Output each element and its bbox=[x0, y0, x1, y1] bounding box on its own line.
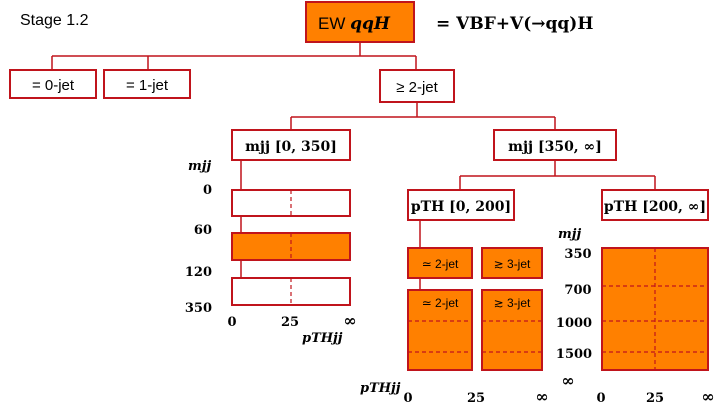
mid-pt-tick-25: 25 bbox=[467, 391, 485, 406]
connector-two-jet bbox=[290, 102, 556, 130]
left-mjj-tick-350: 350 bbox=[185, 301, 212, 316]
zero-jet-box bbox=[9, 69, 97, 99]
mid-pt-tick-inf: ∞ bbox=[535, 387, 548, 406]
mjj-low-box bbox=[231, 129, 351, 161]
mjj-low-label: mjj [0, 350] bbox=[245, 139, 337, 155]
left-pt-tick-inf: ∞ bbox=[343, 311, 356, 330]
pth-low-box bbox=[407, 189, 515, 221]
mjj-high-box bbox=[493, 129, 617, 161]
root-box bbox=[305, 1, 415, 43]
mid-mjj-dividers bbox=[408, 320, 542, 353]
two-jet-box-a bbox=[407, 247, 473, 279]
three-jet-box-b bbox=[481, 289, 543, 371]
three-jet-label-a: ≳ 3-jet bbox=[494, 257, 531, 271]
two-jet-label-b: ≃ 2-jet bbox=[422, 296, 459, 310]
left-pt-axis-title: pTHjj bbox=[302, 331, 343, 346]
right-mjj-tick-700: 700 bbox=[564, 283, 591, 298]
mid-pt-axis-title: pTHjj bbox=[360, 381, 401, 396]
right-mjj-tick-1500: 1500 bbox=[556, 347, 592, 362]
root-label-prefix: EW bbox=[318, 14, 350, 33]
pth-high-box bbox=[601, 189, 709, 221]
stage-label: Stage 1.2 bbox=[20, 12, 89, 29]
left-pt-tick-0: 0 bbox=[227, 315, 236, 330]
left-mjj-tick-0: 0 bbox=[203, 183, 212, 198]
right-pt-tick-inf: ∞ bbox=[701, 387, 714, 406]
connector-root bbox=[51, 42, 417, 70]
right-pt-tick-25: 25 bbox=[646, 391, 664, 406]
mjj-high-label: mjj [350, ∞] bbox=[508, 139, 602, 155]
root-definition: = VBF+V(→qq)H bbox=[436, 14, 593, 34]
two-jet-label-a: ≃ 2-jet bbox=[422, 257, 459, 271]
right-mjj-axis-title: mjj bbox=[558, 227, 581, 242]
right-pt-tick-0: 0 bbox=[596, 391, 605, 406]
one-jet-box bbox=[103, 69, 191, 99]
mid-pt-tick-0: 0 bbox=[403, 391, 412, 406]
pth-high-label: pTH [200, ∞] bbox=[604, 199, 706, 215]
two-jet-box bbox=[379, 69, 455, 103]
left-mjj-tick-60: 60 bbox=[194, 223, 212, 238]
one-jet-label: = 1-jet bbox=[126, 77, 169, 94]
pth-low-label: pTH [0, 200] bbox=[411, 199, 511, 215]
root-label-math: qqH bbox=[350, 14, 391, 34]
right-mjj-tick-inf: ∞ bbox=[561, 371, 574, 390]
right-mjj-tick-1000: 1000 bbox=[556, 316, 592, 331]
two-jet-label: ≥ 2-jet bbox=[396, 79, 438, 96]
connector-mjj-high bbox=[459, 160, 656, 190]
right-dividers bbox=[602, 248, 708, 370]
three-jet-box-a bbox=[481, 247, 543, 279]
left-pt-tick-25: 25 bbox=[281, 315, 299, 330]
zero-jet-label: = 0-jet bbox=[32, 77, 75, 94]
left-mjj-tick-120: 120 bbox=[185, 265, 212, 280]
three-jet-label-b: ≳ 3-jet bbox=[494, 296, 531, 310]
left-mjj-axis-title: mjj bbox=[188, 159, 211, 174]
two-jet-box-b bbox=[407, 289, 473, 371]
root-label: EW qqH bbox=[318, 14, 391, 34]
right-mjj-tick-350: 350 bbox=[564, 247, 591, 262]
